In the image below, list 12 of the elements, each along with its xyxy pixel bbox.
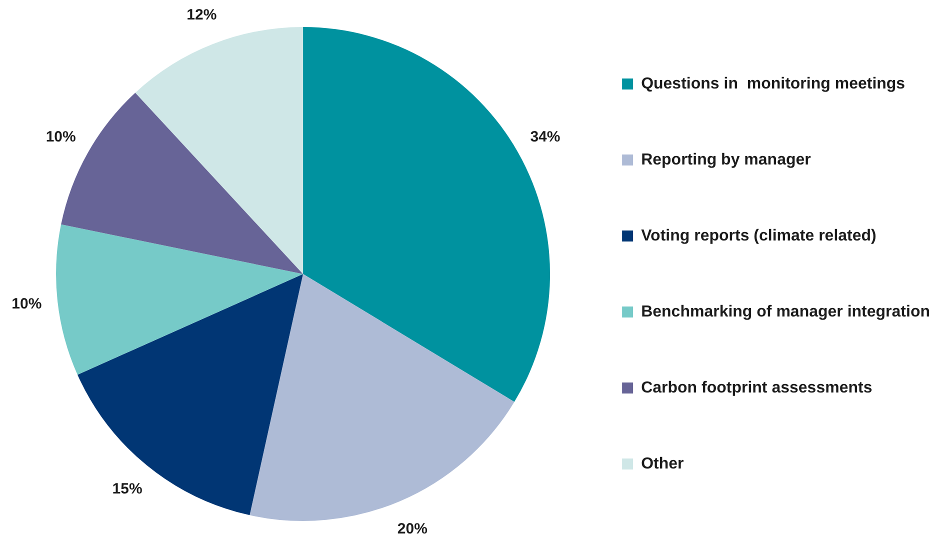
data-label: 10%	[12, 295, 42, 312]
data-label: 12%	[186, 6, 217, 24]
legend-label: Reporting by manager	[641, 151, 811, 168]
legend-label: Benchmarking of manager integration	[641, 303, 930, 320]
legend-label: Carbon footprint assessments	[641, 379, 872, 396]
legend-label: Questions in monitoring meetings	[641, 75, 906, 92]
legend-label: Other	[641, 455, 684, 472]
data-label: 15%	[112, 480, 142, 498]
data-label: 34%	[530, 128, 560, 146]
data-label: 20%	[397, 520, 428, 534]
data-label: 10%	[46, 128, 76, 146]
legend-label: Voting reports (climate related)	[641, 227, 876, 244]
